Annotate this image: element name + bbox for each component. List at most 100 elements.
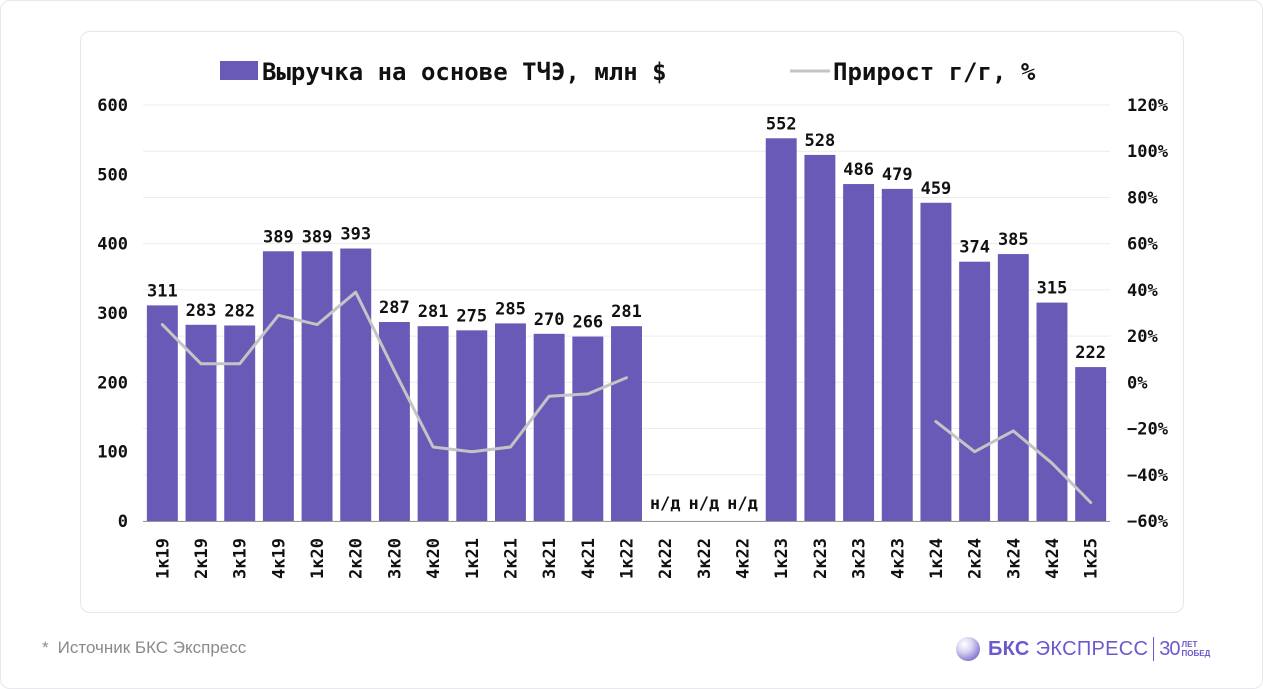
y-right-tick-label: 60% bbox=[1127, 235, 1158, 255]
x-tick-label: 4к20 bbox=[424, 538, 444, 579]
bar-data-label: н/д bbox=[650, 494, 681, 514]
bar bbox=[301, 251, 333, 521]
y-left-tick-label: 100 bbox=[97, 443, 128, 463]
bar bbox=[340, 248, 372, 521]
bar-data-label: 281 bbox=[418, 302, 449, 322]
bar-data-labels: 311 283 282 389 389 393 287 281 275 285 270 266 281 н… bbox=[147, 114, 1106, 514]
y-left-tick-label: 200 bbox=[97, 373, 128, 393]
x-tick-label: 4к23 bbox=[888, 538, 908, 579]
logo-anniversary-text: ЛЕТ ПОБЕД bbox=[1182, 640, 1211, 658]
x-tick-label: 4к24 bbox=[1043, 538, 1063, 579]
x-tick-label: 1к21 bbox=[463, 538, 483, 579]
bar bbox=[494, 323, 526, 521]
y-right-tick-label: 80% bbox=[1127, 188, 1158, 208]
x-tick-label: 3к24 bbox=[1004, 538, 1024, 579]
x-tick-label: 3к19 bbox=[231, 538, 251, 579]
logo-express: ЭКСПРЕСС bbox=[1035, 637, 1149, 660]
growth-line bbox=[160, 290, 628, 454]
x-tick-label: 3к22 bbox=[695, 538, 715, 579]
bar bbox=[533, 333, 565, 521]
x-tick-label: 1к20 bbox=[308, 538, 328, 579]
growth-line bbox=[934, 420, 1093, 504]
source-footnote: * Источник БКС Экспресс bbox=[42, 638, 246, 658]
bar-data-label: н/д bbox=[689, 494, 720, 514]
y-right-tick-label: −60% bbox=[1127, 512, 1169, 532]
logo-anniversary-number: 30 bbox=[1159, 637, 1180, 660]
x-tick-label: 1к24 bbox=[927, 538, 947, 579]
logo-small-bottom: ПОБЕД bbox=[1181, 649, 1211, 658]
y-right-tick-label: 20% bbox=[1127, 327, 1158, 347]
growth-line-group bbox=[160, 290, 1093, 504]
bar-data-label: 266 bbox=[572, 313, 603, 333]
bar-data-label: 282 bbox=[224, 301, 255, 321]
bar-data-label: 389 bbox=[302, 227, 333, 247]
bar-data-label: 393 bbox=[340, 225, 371, 245]
logo-sphere-icon bbox=[956, 637, 980, 661]
legend-line-label: Прирост г/г, % bbox=[833, 58, 1036, 86]
y-axis-left: 0 100 200 300 400 500 600 bbox=[97, 96, 128, 532]
bar-data-label: 459 bbox=[921, 179, 952, 199]
x-tick-label: 1к25 bbox=[1082, 538, 1102, 579]
x-tick-label: 1к19 bbox=[153, 538, 173, 579]
x-tick-label: 4к19 bbox=[269, 538, 289, 579]
brand-logo: БКС ЭКСПРЕСС 30 ЛЕТ ПОБЕД bbox=[956, 634, 1210, 664]
bar bbox=[843, 184, 875, 522]
y-right-tick-label: 100% bbox=[1127, 142, 1169, 162]
x-tick-label: 1к22 bbox=[618, 538, 638, 579]
y-left-tick-label: 500 bbox=[97, 165, 128, 185]
y-axis-right: −60% −40% −20% 0% 20% 40% 60% 80% 100% 120% bbox=[1127, 96, 1169, 532]
x-tick-label: 2к20 bbox=[347, 538, 367, 579]
logo-bks: БКС bbox=[988, 637, 1030, 660]
bar bbox=[765, 138, 797, 521]
bar-data-label: 374 bbox=[959, 238, 990, 258]
bar bbox=[1075, 367, 1107, 521]
x-tick-label: 2к21 bbox=[501, 538, 521, 579]
bar-data-label: 281 bbox=[611, 302, 642, 322]
bar bbox=[456, 330, 488, 521]
bar bbox=[611, 326, 642, 521]
bar bbox=[572, 336, 604, 521]
x-tick-label: 4к21 bbox=[579, 538, 599, 579]
y-right-tick-label: −40% bbox=[1127, 466, 1169, 486]
footnote-star: * bbox=[42, 638, 49, 657]
bar-data-label: 389 bbox=[263, 227, 294, 247]
legend-bar-label: Выручка на основе ТЧЭ, млн $ bbox=[262, 58, 667, 86]
footnote-text: Источник БКС Экспресс bbox=[57, 638, 247, 657]
x-tick-label: 1к23 bbox=[772, 538, 792, 579]
bar-data-label: 275 bbox=[456, 306, 487, 326]
x-axis: 1к19 2к19 3к19 4к19 1к20 2к20 3к20 4к20 1к21 2к21… bbox=[143, 521, 1110, 579]
y-left-tick-label: 400 bbox=[97, 235, 128, 255]
bar bbox=[881, 188, 913, 522]
y-left-tick-label: 600 bbox=[97, 96, 128, 116]
bar bbox=[920, 202, 952, 521]
x-tick-label: 3к21 bbox=[540, 538, 560, 579]
logo-small-top: ЛЕТ bbox=[1181, 640, 1198, 649]
logo-divider bbox=[1153, 637, 1155, 661]
bar bbox=[804, 154, 836, 522]
x-tick-label: 2к19 bbox=[192, 538, 212, 579]
bar-data-label: 311 bbox=[147, 281, 178, 301]
bar-data-label: 285 bbox=[495, 299, 526, 319]
x-tick-label: 3к23 bbox=[850, 538, 870, 579]
bar-data-label: 528 bbox=[805, 131, 836, 151]
x-tick-label: 2к22 bbox=[656, 538, 676, 579]
bar-data-label: н/д bbox=[727, 494, 758, 514]
y-left-tick-label: 300 bbox=[97, 304, 128, 324]
y-right-tick-label: 120% bbox=[1127, 96, 1169, 116]
bar-data-label: 315 bbox=[1037, 279, 1068, 299]
bar bbox=[224, 325, 256, 521]
bar-data-label: 385 bbox=[998, 230, 1029, 250]
y-left-tick-label: 0 bbox=[118, 512, 128, 532]
bar-data-label: 479 bbox=[882, 165, 913, 185]
legend-bar-swatch bbox=[220, 61, 258, 80]
bar-data-label: 287 bbox=[379, 298, 410, 318]
bar-data-label: 486 bbox=[843, 160, 874, 180]
bar bbox=[1036, 302, 1068, 521]
y-right-tick-label: 40% bbox=[1127, 281, 1158, 301]
bar bbox=[146, 305, 178, 521]
legend: Выручка на основе ТЧЭ, млн $ Прирост г/г… bbox=[220, 58, 1036, 86]
bar bbox=[185, 324, 217, 521]
y-right-tick-label: 0% bbox=[1127, 373, 1148, 393]
bar-data-label: 283 bbox=[186, 301, 217, 321]
